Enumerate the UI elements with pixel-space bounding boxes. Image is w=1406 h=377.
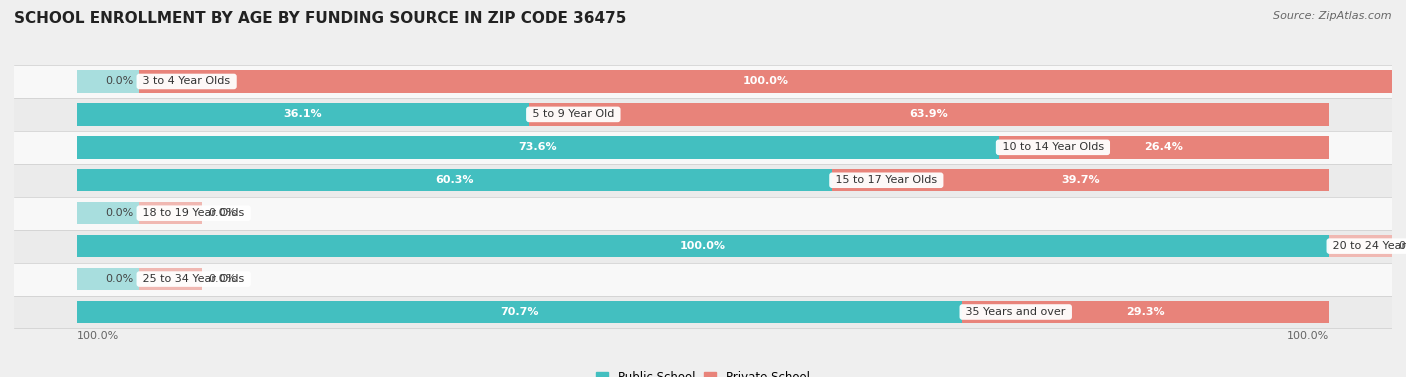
Bar <box>14 230 1392 263</box>
Bar <box>1329 235 1392 257</box>
Bar <box>77 70 139 93</box>
Text: 0.0%: 0.0% <box>105 77 134 86</box>
Text: 35 Years and over: 35 Years and over <box>962 307 1069 317</box>
Text: 60.3%: 60.3% <box>434 175 474 185</box>
Text: 25 to 34 Year Olds: 25 to 34 Year Olds <box>139 274 247 284</box>
Text: 0.0%: 0.0% <box>1398 241 1406 251</box>
Bar <box>529 103 1329 126</box>
Text: 36.1%: 36.1% <box>284 109 322 120</box>
Bar <box>998 136 1329 159</box>
Text: 0.0%: 0.0% <box>105 274 134 284</box>
Text: 26.4%: 26.4% <box>1144 143 1184 152</box>
Text: 20 to 24 Year Olds: 20 to 24 Year Olds <box>1329 241 1406 251</box>
Text: 0.0%: 0.0% <box>208 274 236 284</box>
Text: 70.7%: 70.7% <box>501 307 538 317</box>
Bar <box>14 98 1392 131</box>
Bar <box>77 136 998 159</box>
Bar <box>832 169 1329 192</box>
Bar <box>14 296 1392 328</box>
Bar <box>77 235 1329 257</box>
Bar <box>14 263 1392 296</box>
Text: 18 to 19 Year Olds: 18 to 19 Year Olds <box>139 208 247 218</box>
Text: 3 to 4 Year Olds: 3 to 4 Year Olds <box>139 77 233 86</box>
Bar <box>962 301 1329 323</box>
Text: 10 to 14 Year Olds: 10 to 14 Year Olds <box>998 143 1108 152</box>
Bar <box>14 131 1392 164</box>
Text: 100.0%: 100.0% <box>77 331 120 341</box>
Bar <box>139 202 202 224</box>
Text: 29.3%: 29.3% <box>1126 307 1166 317</box>
Bar <box>14 230 1392 263</box>
Bar <box>14 197 1392 230</box>
Bar <box>139 268 202 290</box>
Bar <box>77 103 529 126</box>
Bar <box>14 98 1392 131</box>
Bar <box>139 70 1392 93</box>
Bar <box>77 202 139 224</box>
Text: 73.6%: 73.6% <box>519 143 557 152</box>
Bar <box>14 197 1392 230</box>
Bar <box>14 263 1392 296</box>
Text: 0.0%: 0.0% <box>208 208 236 218</box>
Text: 100.0%: 100.0% <box>742 77 789 86</box>
Bar <box>14 131 1392 164</box>
Bar <box>77 301 962 323</box>
Bar <box>14 164 1392 197</box>
Legend: Public School, Private School: Public School, Private School <box>592 366 814 377</box>
Bar <box>77 268 139 290</box>
Bar <box>14 296 1392 328</box>
Bar <box>14 65 1392 98</box>
Text: 5 to 9 Year Old: 5 to 9 Year Old <box>529 109 617 120</box>
Text: 15 to 17 Year Olds: 15 to 17 Year Olds <box>832 175 941 185</box>
Text: 100.0%: 100.0% <box>1286 331 1329 341</box>
Bar <box>77 169 832 192</box>
Bar <box>14 164 1392 197</box>
Text: 0.0%: 0.0% <box>105 208 134 218</box>
Text: Source: ZipAtlas.com: Source: ZipAtlas.com <box>1274 11 1392 21</box>
Bar <box>14 65 1392 98</box>
Text: 63.9%: 63.9% <box>910 109 949 120</box>
Text: 100.0%: 100.0% <box>681 241 725 251</box>
Text: SCHOOL ENROLLMENT BY AGE BY FUNDING SOURCE IN ZIP CODE 36475: SCHOOL ENROLLMENT BY AGE BY FUNDING SOUR… <box>14 11 627 26</box>
Text: 39.7%: 39.7% <box>1062 175 1099 185</box>
